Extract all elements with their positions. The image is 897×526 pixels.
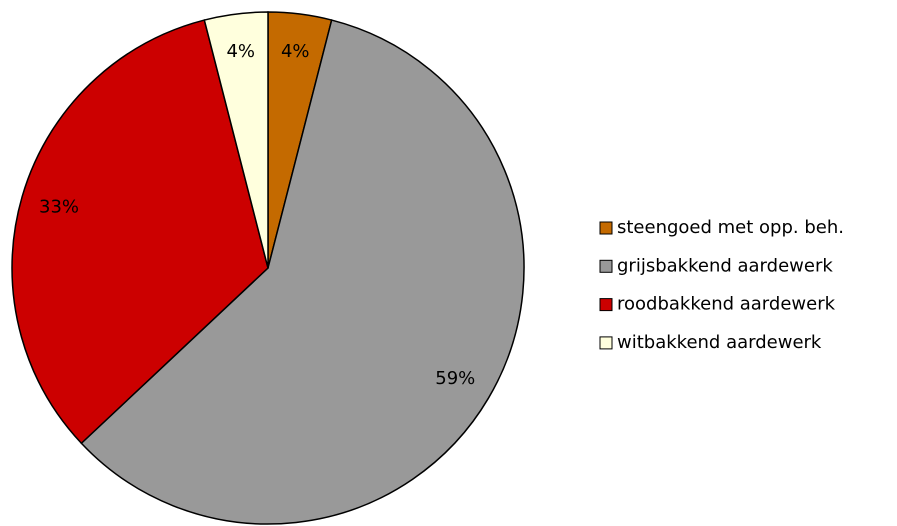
pie-slice	[203, 11, 269, 269]
legend-label: grijsbakkend aardewerk	[617, 255, 833, 276]
data-label: 59%	[435, 368, 475, 389]
data-label: 33%	[39, 196, 79, 217]
data-label: 4%	[226, 41, 255, 62]
legend-swatch	[599, 336, 613, 350]
legend-swatch	[599, 221, 613, 235]
legend-swatch	[599, 259, 613, 273]
data-label: 4%	[281, 41, 310, 62]
legend-label: steengoed met opp. beh.	[617, 217, 844, 238]
legend-label: witbakkend aardewerk	[617, 332, 822, 353]
legend-swatch	[599, 298, 613, 312]
pie-slice	[80, 19, 525, 525]
pie-slice	[11, 19, 269, 445]
legend-label: roodbakkend aardewerk	[617, 294, 836, 315]
